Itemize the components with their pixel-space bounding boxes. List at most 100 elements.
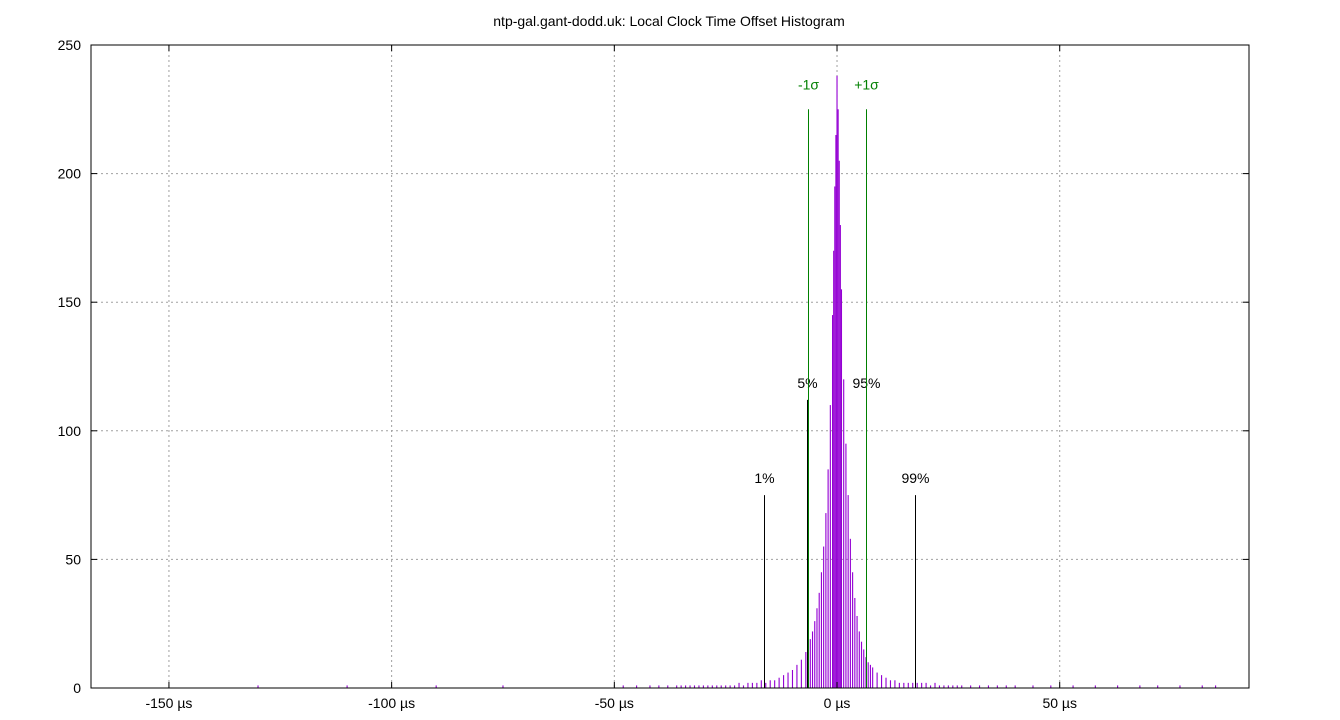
histogram-bar [667,685,669,688]
y-tick-label: 150 [58,294,82,310]
histogram-bar [693,685,696,688]
histogram-bar [903,682,905,688]
histogram-bar [843,379,845,688]
histogram-bar [622,685,624,688]
histogram-bar [711,685,713,688]
histogram-bar [961,685,963,688]
histogram-bar [987,685,990,688]
histogram-bar [1094,685,1096,688]
histogram-bar [854,597,856,688]
histogram-bar [658,685,660,688]
histogram-bar [502,685,504,688]
x-tick-label: -100 µs [368,695,415,711]
histogram-bar [852,572,854,688]
histogram-bar [1179,685,1181,688]
percentile-label: 5% [797,375,817,391]
histogram-bar [760,680,762,688]
y-axis: 0 50 100 150 200 250 [58,37,1249,696]
histogram-bar [1050,685,1052,688]
histogram-bar [876,672,878,688]
histogram-bar [907,682,909,688]
histogram-bar [889,680,892,688]
histogram-bar [898,682,900,688]
histogram-bar [921,682,923,688]
histogram-bar [685,685,687,688]
histogram-bar [858,631,860,688]
sigma-markers: -1σ +1σ [798,76,879,688]
histogram-bar [778,677,780,688]
histogram-bar [847,495,849,688]
histogram-bar [934,682,936,688]
histogram-bar [867,662,869,688]
histogram-bar [707,685,709,688]
histogram-bar [885,677,887,688]
histogram-bar [938,685,941,688]
histogram-bar [845,443,847,688]
histogram-bar [742,685,745,688]
histogram-bar [835,135,837,688]
histogram-bar [1005,685,1007,688]
histogram-bar [833,250,835,688]
plot-frame [90,44,1250,689]
histogram-bar [811,631,814,688]
histogram-bar [832,315,834,688]
histogram-bar [809,639,811,688]
histogram-bar [839,225,841,689]
histogram-bar [649,685,651,688]
histogram-bar [956,685,958,688]
percentile-label: 99% [901,470,929,486]
histogram-bar [947,685,949,688]
histogram-bar [881,675,883,688]
histogram-bar [814,621,816,688]
histogram-bar [872,667,874,688]
histogram-bar [805,651,807,688]
histogram-bar [869,664,871,688]
histogram-bar [856,615,858,688]
histogram-bar [1032,685,1034,688]
histogram-bar [836,75,838,688]
histogram-bar [702,685,704,688]
sigma-label: +1σ [854,76,879,92]
histogram-bar [978,685,981,688]
x-tick-label: 0 µs [824,695,851,711]
histogram-bar [756,682,758,688]
histogram-bar [943,685,945,688]
histogram-bar [698,685,700,688]
histogram-bar [765,682,767,688]
percentile-label: 1% [754,470,774,486]
histogram-bar [865,657,867,688]
grid [91,45,1249,688]
histogram-bar [823,546,825,688]
histogram-bar [725,685,727,688]
histogram-bar [827,469,829,688]
histogram-bar [849,538,851,688]
histogram-bar [818,592,820,688]
histogram-bar [729,685,731,688]
y-tick-label: 100 [58,423,82,439]
histogram-bar [716,685,718,688]
histogram-bar [1014,685,1016,688]
histogram-bar [925,682,927,688]
histogram-bar [860,641,863,688]
histogram-bar [787,672,789,688]
histogram-bar [689,685,691,688]
y-tick-label: 200 [58,166,82,182]
chart-title: ntp-gal.gant-dodd.uk: Local Clock Time O… [493,13,844,29]
histogram-bar [751,682,753,688]
histogram-bar [816,608,818,688]
histogram-bar [791,669,794,688]
histogram-bar [769,680,771,688]
histogram-bar [970,685,972,688]
histogram-bar [837,109,839,689]
histogram-bar [1215,685,1217,688]
y-tick-label: 250 [58,37,82,53]
histogram-bar [929,685,932,688]
histogram-bar [838,160,840,689]
sigma-label: -1σ [798,76,819,92]
histogram-bar [720,685,722,688]
histogram-bar [435,685,437,688]
histogram-bar [796,664,798,688]
histogram-bar [1072,685,1074,688]
histogram-bar [636,685,638,688]
histogram-bar [829,405,831,688]
